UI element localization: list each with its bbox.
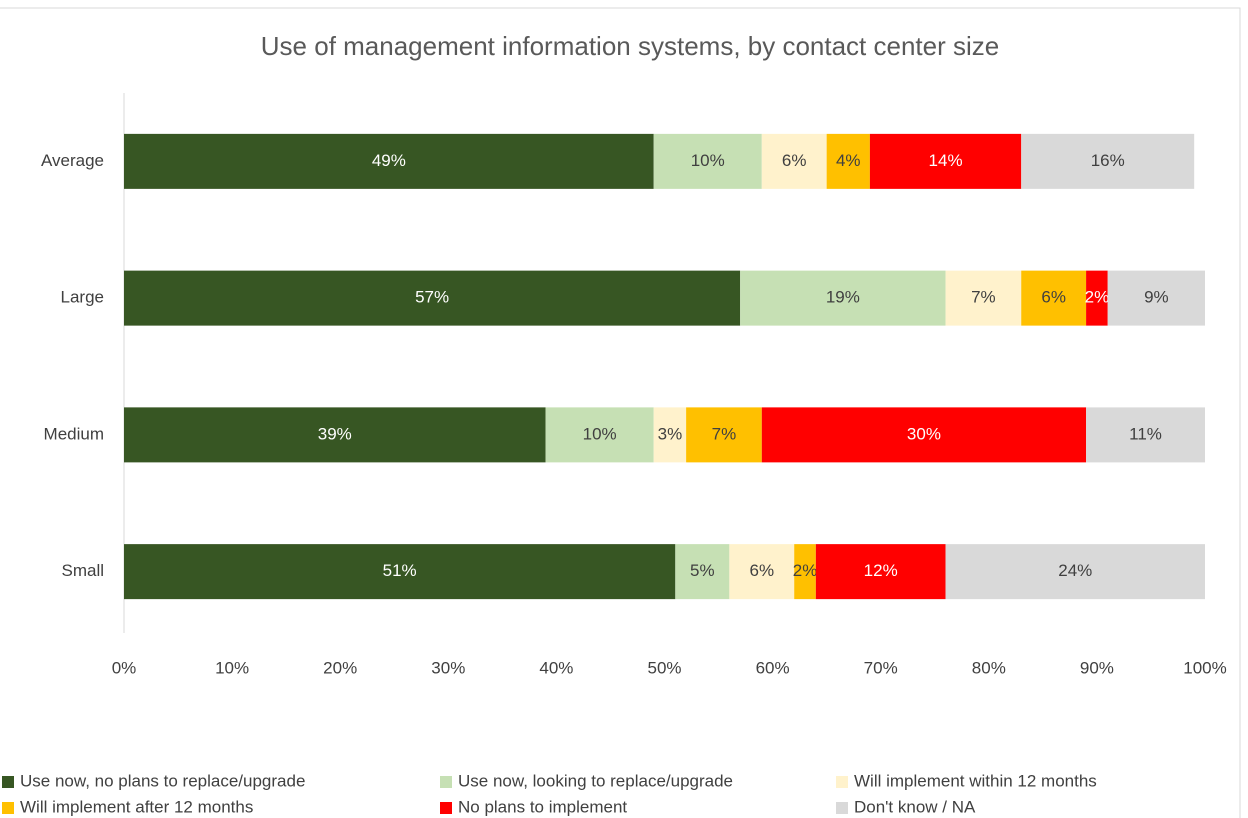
legend-swatch <box>836 802 848 814</box>
bar-segment <box>653 407 687 463</box>
data-label: 24% <box>1058 561 1092 580</box>
x-tick-label: 30% <box>431 658 465 677</box>
bar-segment <box>826 133 870 189</box>
bar-segment <box>740 270 946 326</box>
legend-label: Will implement after 12 months <box>20 797 253 816</box>
data-label: 10% <box>691 151 725 170</box>
bar-segment <box>686 407 762 463</box>
x-tick-label: 40% <box>539 658 573 677</box>
bar-segment <box>653 133 762 189</box>
bar-segment <box>545 407 654 463</box>
x-tick-label: 60% <box>756 658 790 677</box>
data-label: 9% <box>1144 288 1169 307</box>
legend-swatch <box>2 776 14 788</box>
legend-swatch <box>440 776 452 788</box>
data-label: 4% <box>836 151 861 170</box>
x-tick-label: 50% <box>647 658 681 677</box>
data-label: 6% <box>1041 288 1066 307</box>
data-label: 5% <box>690 561 715 580</box>
bar-segment <box>945 270 1022 326</box>
bar-segment <box>124 407 546 463</box>
x-tick-label: 90% <box>1080 658 1114 677</box>
bar-segment <box>1021 133 1195 189</box>
data-label: 19% <box>826 288 860 307</box>
legend-label: Use now, no plans to replace/upgrade <box>20 771 305 790</box>
data-label: 3% <box>658 424 683 443</box>
y-tick-label: Average <box>41 151 104 170</box>
data-label: 2% <box>1085 288 1110 307</box>
data-label: 6% <box>750 561 775 580</box>
data-label: 6% <box>782 151 807 170</box>
data-label: 51% <box>383 561 417 580</box>
y-tick-label: Medium <box>44 424 104 443</box>
chart-frame <box>0 7 1241 818</box>
legend-label: Use now, looking to replace/upgrade <box>458 771 733 790</box>
y-tick-label: Large <box>61 288 104 307</box>
bar-segment <box>794 544 816 600</box>
bar-segment <box>729 544 795 600</box>
bar-segment <box>815 544 946 600</box>
bar-segment <box>1086 407 1205 463</box>
bar-segment <box>1021 270 1087 326</box>
data-label: 7% <box>971 288 996 307</box>
data-label: 12% <box>864 561 898 580</box>
bar-segment <box>869 133 1022 189</box>
data-label: 2% <box>793 561 818 580</box>
y-tick-label: Small <box>61 561 104 580</box>
legend-label: No plans to implement <box>458 797 627 816</box>
data-label: 57% <box>415 288 449 307</box>
bar-segment <box>761 407 1087 463</box>
bar-segment <box>945 544 1205 600</box>
legend-swatch <box>440 802 452 814</box>
data-label: 10% <box>583 424 617 443</box>
data-label: 30% <box>907 424 941 443</box>
legend-swatch <box>2 802 14 814</box>
chart-title: Use of management information systems, b… <box>261 31 999 61</box>
bar-segment <box>1107 270 1205 326</box>
data-label: 11% <box>1129 424 1162 443</box>
bar-segment <box>1086 270 1108 326</box>
x-tick-label: 100% <box>1183 658 1226 677</box>
data-label: 39% <box>318 424 352 443</box>
x-tick-label: 0% <box>112 658 137 677</box>
data-label: 16% <box>1091 151 1125 170</box>
data-label: 7% <box>712 424 737 443</box>
x-tick-label: 20% <box>323 658 357 677</box>
bar-segment <box>124 133 654 189</box>
x-tick-label: 10% <box>215 658 249 677</box>
bar-segment <box>124 270 741 326</box>
bar-segment <box>675 544 730 600</box>
x-tick-label: 80% <box>972 658 1006 677</box>
data-label: 14% <box>929 151 963 170</box>
bar-segment <box>124 544 676 600</box>
bar-segment <box>761 133 827 189</box>
data-label: 49% <box>372 151 406 170</box>
x-tick-label: 70% <box>864 658 898 677</box>
legend-swatch <box>836 776 848 788</box>
legend-label: Don't know / NA <box>854 797 976 816</box>
legend-label: Will implement within 12 months <box>854 771 1097 790</box>
